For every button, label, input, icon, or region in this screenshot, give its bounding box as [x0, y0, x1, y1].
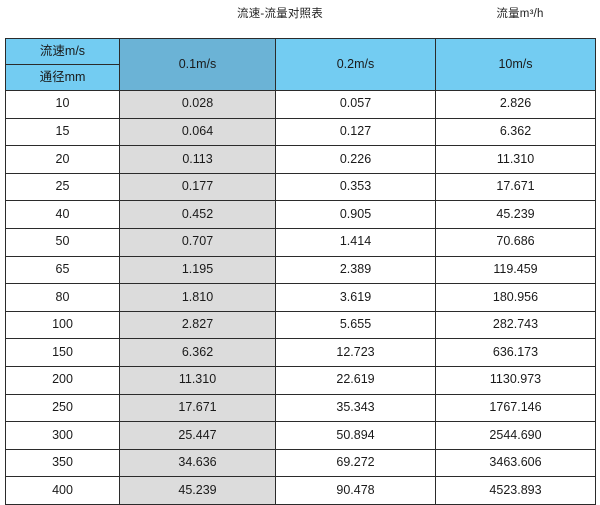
cell-flow-0.1ms: 1.810	[119, 283, 276, 312]
cell-flow-10ms: 2544.690	[435, 421, 596, 450]
cell-flow-0.1ms: 0.028	[119, 90, 276, 119]
cell-flow-0.1ms: 45.239	[119, 476, 276, 505]
cell-flow-0.2ms: 1.414	[275, 227, 436, 257]
cell-flow-0.2ms: 3.619	[275, 283, 436, 312]
flow-velocity-table: 流速m/s 0.1m/s 0.2m/s 10m/s 通径mm 10 0.028 0.…	[5, 38, 596, 505]
cell-flow-10ms: 119.459	[435, 255, 596, 285]
cell-diameter: 100	[5, 310, 120, 340]
cell-flow-10ms: 17.671	[435, 172, 596, 202]
cell-diameter: 40	[5, 200, 120, 229]
table-header-row-bottom: 通径mm	[5, 64, 596, 91]
cell-flow-0.2ms: 69.272	[275, 448, 436, 478]
table-row: 150 6.362 12.723 636.173	[5, 338, 596, 367]
table-body: 流速m/s 0.1m/s 0.2m/s 10m/s 通径mm 10 0.028 0.…	[5, 38, 596, 505]
header-diameter-label: 通径mm	[5, 64, 120, 91]
flow-velocity-table-container: 流速m/s 0.1m/s 0.2m/s 10m/s 通径mm 10 0.028 0.…	[5, 38, 596, 505]
table-row: 250 17.671 35.343 1767.146	[5, 393, 596, 423]
cell-flow-0.1ms: 0.452	[119, 200, 276, 229]
cell-flow-10ms: 2.826	[435, 90, 596, 119]
cell-flow-0.1ms: 1.195	[119, 255, 276, 285]
column-header-1: 0.2m/s	[275, 38, 436, 91]
cell-flow-0.2ms: 35.343	[275, 393, 436, 423]
cell-diameter: 250	[5, 393, 120, 423]
cell-flow-0.2ms: 22.619	[275, 365, 436, 395]
cell-flow-0.1ms: 6.362	[119, 338, 276, 367]
cell-flow-0.2ms: 12.723	[275, 338, 436, 367]
table-row: 10 0.028 0.057 2.826	[5, 90, 596, 119]
caption-bar: 流速-流量对照表 流量m³/h	[0, 0, 600, 38]
cell-flow-0.2ms: 90.478	[275, 476, 436, 505]
cell-diameter: 25	[5, 172, 120, 202]
cell-flow-0.1ms: 0.064	[119, 117, 276, 147]
chart-title: 流速-流量对照表	[237, 8, 323, 20]
cell-diameter: 10	[5, 90, 120, 119]
cell-flow-0.2ms: 5.655	[275, 310, 436, 340]
cell-flow-0.2ms: 0.057	[275, 90, 436, 119]
cell-flow-10ms: 3463.606	[435, 448, 596, 478]
cell-diameter: 200	[5, 365, 120, 395]
cell-diameter: 400	[5, 476, 120, 505]
table-row: 40 0.452 0.905 45.239	[5, 200, 596, 229]
cell-flow-0.1ms: 0.177	[119, 172, 276, 202]
cell-flow-10ms: 45.239	[435, 200, 596, 229]
cell-flow-0.2ms: 0.353	[275, 172, 436, 202]
cell-flow-10ms: 636.173	[435, 338, 596, 367]
header-velocity-label: 流速m/s	[5, 38, 120, 65]
cell-flow-10ms: 11.310	[435, 145, 596, 174]
table-header-row-top: 流速m/s 0.1m/s 0.2m/s 10m/s	[5, 38, 596, 91]
cell-diameter: 15	[5, 117, 120, 147]
table-row: 50 0.707 1.414 70.686	[5, 227, 596, 257]
table-row: 300 25.447 50.894 2544.690	[5, 421, 596, 450]
cell-flow-10ms: 282.743	[435, 310, 596, 340]
table-row: 65 1.195 2.389 119.459	[5, 255, 596, 285]
cell-flow-0.1ms: 25.447	[119, 421, 276, 450]
cell-flow-0.2ms: 0.905	[275, 200, 436, 229]
cell-diameter: 65	[5, 255, 120, 285]
flow-unit-label: 流量m³/h	[496, 8, 544, 20]
table-row: 80 1.810 3.619 180.956	[5, 283, 596, 312]
cell-flow-0.2ms: 2.389	[275, 255, 436, 285]
column-header-2: 10m/s	[435, 38, 596, 91]
cell-flow-0.2ms: 0.127	[275, 117, 436, 147]
cell-flow-10ms: 4523.893	[435, 476, 596, 505]
cell-flow-0.2ms: 0.226	[275, 145, 436, 174]
cell-diameter: 150	[5, 338, 120, 367]
column-header-0: 0.1m/s	[119, 38, 276, 91]
table-row: 200 11.310 22.619 1130.973	[5, 365, 596, 395]
table-row: 350 34.636 69.272 3463.606	[5, 448, 596, 478]
cell-diameter: 20	[5, 145, 120, 174]
table-row: 100 2.827 5.655 282.743	[5, 310, 596, 340]
table-row: 15 0.064 0.127 6.362	[5, 117, 596, 147]
cell-diameter: 350	[5, 448, 120, 478]
table-row: 25 0.177 0.353 17.671	[5, 172, 596, 202]
cell-diameter: 300	[5, 421, 120, 450]
cell-flow-0.1ms: 34.636	[119, 448, 276, 478]
cell-diameter: 80	[5, 283, 120, 312]
cell-flow-10ms: 1130.973	[435, 365, 596, 395]
table-row: 400 45.239 90.478 4523.893	[5, 476, 596, 505]
cell-flow-10ms: 180.956	[435, 283, 596, 312]
cell-flow-0.1ms: 0.707	[119, 227, 276, 257]
cell-flow-0.1ms: 11.310	[119, 365, 276, 395]
table-row: 20 0.113 0.226 11.310	[5, 145, 596, 174]
cell-flow-0.2ms: 50.894	[275, 421, 436, 450]
cell-diameter: 50	[5, 227, 120, 257]
cell-flow-10ms: 70.686	[435, 227, 596, 257]
cell-flow-0.1ms: 0.113	[119, 145, 276, 174]
cell-flow-0.1ms: 2.827	[119, 310, 276, 340]
cell-flow-10ms: 1767.146	[435, 393, 596, 423]
cell-flow-0.1ms: 17.671	[119, 393, 276, 423]
cell-flow-10ms: 6.362	[435, 117, 596, 147]
